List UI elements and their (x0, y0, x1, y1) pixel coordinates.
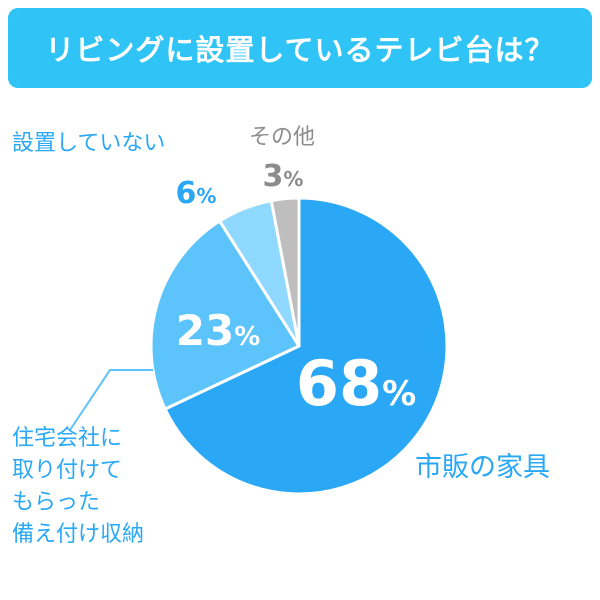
slice-value-23-unit: % (234, 322, 260, 352)
slice-label-other: その他 (249, 125, 315, 150)
slice-value-3: 3% (263, 159, 304, 194)
slice-label-builtin-line-1: 住宅会社に (12, 426, 122, 451)
pie-slice-builtin-storage (149, 219, 301, 411)
slice-value-23: 23% (176, 306, 261, 355)
title-bar: リビングに設置しているテレビ台は？ (8, 8, 592, 88)
slice-value-6-number: 6 (176, 176, 197, 211)
slice-label-main: 市販の家具 (415, 452, 550, 483)
slice-label-builtin: 住宅会社に 取り付けて もらった 備え付け収納 (12, 426, 144, 547)
chart-title: リビングに設置しているテレビ台は？ (45, 33, 555, 67)
slice-value-68-number: 68 (296, 347, 382, 420)
slice-value-6: 6% (176, 176, 217, 211)
slice-value-23-number: 23 (176, 306, 234, 355)
pie-slice-other (269, 196, 301, 348)
slice-label-builtin-line-3: もらった (12, 490, 100, 515)
pie-slices (149, 196, 449, 496)
slice-value-68: 68% (296, 347, 416, 420)
pie-slice-market-furniture (163, 196, 449, 496)
slice-label-builtin-line-4: 備え付け収納 (12, 522, 144, 547)
leader-line (69, 369, 153, 431)
slice-value-3-number: 3 (263, 159, 284, 194)
slice-value-6-unit: % (196, 184, 216, 208)
slice-label-builtin-line-2: 取り付けて (12, 458, 122, 483)
slice-value-3-unit: % (283, 167, 303, 191)
slice-value-68-unit: % (382, 374, 416, 414)
slice-label-none: 設置していない (12, 131, 165, 156)
